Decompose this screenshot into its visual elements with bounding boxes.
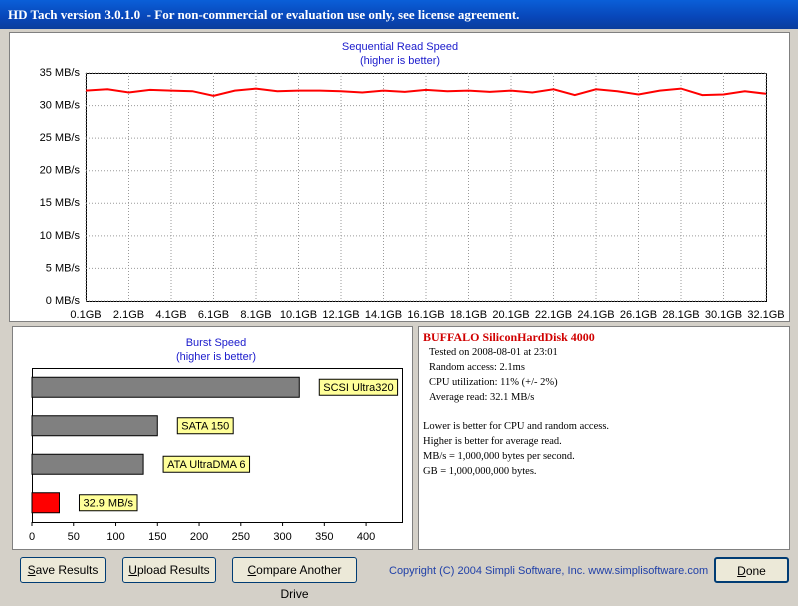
button[interactable]: Upload Results bbox=[122, 557, 216, 583]
x-tick-label: 2.1GB bbox=[113, 309, 144, 321]
y-tick-label: 35 MB/s bbox=[40, 67, 81, 79]
bar-label-box bbox=[78, 494, 138, 512]
info-line: MB/s = 1,000,000 bytes per second. bbox=[423, 451, 575, 462]
button[interactable]: Save Results bbox=[20, 557, 106, 583]
x-tick-label: 50 bbox=[68, 531, 80, 543]
info-line: Higher is better for average read. bbox=[423, 436, 562, 447]
x-tick-label: 4.1GB bbox=[155, 309, 186, 321]
x-tick-label: 10.1GB bbox=[280, 309, 317, 321]
x-tick-label: 0 bbox=[29, 531, 35, 543]
y-tick-label: 30 MB/s bbox=[40, 99, 81, 111]
x-tick-label: 12.1GB bbox=[322, 309, 359, 321]
info-line: Random access: 2.1ms bbox=[429, 362, 525, 373]
info-panel bbox=[418, 326, 790, 550]
button[interactable]: Done bbox=[714, 557, 789, 583]
bar-label: ATA UltraDMA 6 bbox=[167, 459, 245, 471]
bar-label-box bbox=[176, 417, 234, 435]
x-tick-label: 18.1GB bbox=[450, 309, 487, 321]
info-line: Tested on 2008-08-01 at 23:01 bbox=[429, 347, 558, 358]
x-tick-label: 200 bbox=[190, 531, 208, 543]
y-tick-label: 25 MB/s bbox=[40, 132, 81, 144]
bar-label: SATA 150 bbox=[181, 421, 229, 433]
x-tick-label: 6.1GB bbox=[198, 309, 229, 321]
button-label[interactable]: Upload Results bbox=[128, 563, 210, 577]
bar-label-box bbox=[318, 378, 399, 396]
burst-panel bbox=[12, 326, 413, 550]
x-tick-label: 8.1GB bbox=[240, 309, 271, 321]
drive-name: BUFFALO SiliconHardDisk 4000 bbox=[423, 330, 595, 344]
x-tick-label: 30.1GB bbox=[705, 309, 742, 321]
x-tick-label: 26.1GB bbox=[620, 309, 657, 321]
info-line: Lower is better for CPU and random acces… bbox=[423, 421, 610, 432]
chart-subtitle: (higher is better) bbox=[176, 351, 256, 363]
chart-title: Burst Speed bbox=[186, 337, 247, 349]
bar bbox=[31, 376, 300, 398]
bar bbox=[31, 415, 158, 437]
bar bbox=[31, 492, 60, 514]
bar-label-box bbox=[162, 455, 251, 473]
x-tick-label: 20.1GB bbox=[492, 309, 529, 321]
info-line: GB = 1,000,000,000 bytes. bbox=[423, 466, 537, 477]
info-line: Average read: 32.1 MB/s bbox=[429, 392, 535, 403]
x-tick-label: 350 bbox=[315, 531, 333, 543]
x-tick-label: 28.1GB bbox=[662, 309, 699, 321]
x-tick-label: 24.1GB bbox=[577, 309, 614, 321]
charts: Sequential Read Speed (higher is better)… bbox=[9, 32, 790, 550]
read-line bbox=[85, 87, 767, 97]
bar-label: 32.9 MB/s bbox=[83, 498, 133, 510]
button-label[interactable]: Save Results bbox=[27, 563, 99, 577]
y-tick-label: 15 MB/s bbox=[40, 197, 81, 209]
info-line: CPU utilization: 11% (+/- 2%) bbox=[429, 377, 558, 388]
x-tick-label: 14.1GB bbox=[365, 309, 402, 321]
x-tick-label: 300 bbox=[273, 531, 291, 543]
x-tick-label: 32.1GB bbox=[747, 309, 784, 321]
bar-label: SCSI Ultra320 bbox=[323, 382, 393, 394]
button[interactable]: Compare Another Drive bbox=[232, 557, 357, 601]
chart-subtitle: (higher is better) bbox=[360, 55, 440, 67]
x-tick-label: 100 bbox=[106, 531, 124, 543]
button-label[interactable]: Compare Another Drive bbox=[247, 563, 342, 601]
y-tick-label: 0 MB/s bbox=[46, 295, 81, 307]
plot-frame bbox=[32, 368, 403, 523]
x-tick-label: 22.1GB bbox=[535, 309, 572, 321]
x-tick-label: 400 bbox=[357, 531, 375, 543]
x-tick-label: 16.1GB bbox=[407, 309, 444, 321]
window-title: HD Tach version 3.0.1.0 - For non-commer… bbox=[0, 0, 798, 29]
x-tick-label: 0.1GB bbox=[70, 309, 101, 321]
x-tick-label: 150 bbox=[148, 531, 166, 543]
button-label[interactable]: Done bbox=[737, 564, 766, 578]
info-panel: BUFFALO SiliconHardDisk 4000 Tested on 20… bbox=[420, 328, 788, 548]
y-tick-label: 10 MB/s bbox=[40, 230, 81, 242]
copyright: Copyright (C) 2004 Simpli Software, Inc.… bbox=[389, 565, 709, 577]
read-panel bbox=[9, 32, 790, 322]
y-tick-label: 20 MB/s bbox=[40, 165, 81, 177]
chart-title: Sequential Read Speed bbox=[342, 41, 458, 53]
x-tick-label: 250 bbox=[232, 531, 250, 543]
y-tick-label: 5 MB/s bbox=[46, 262, 81, 274]
bar bbox=[31, 453, 144, 475]
